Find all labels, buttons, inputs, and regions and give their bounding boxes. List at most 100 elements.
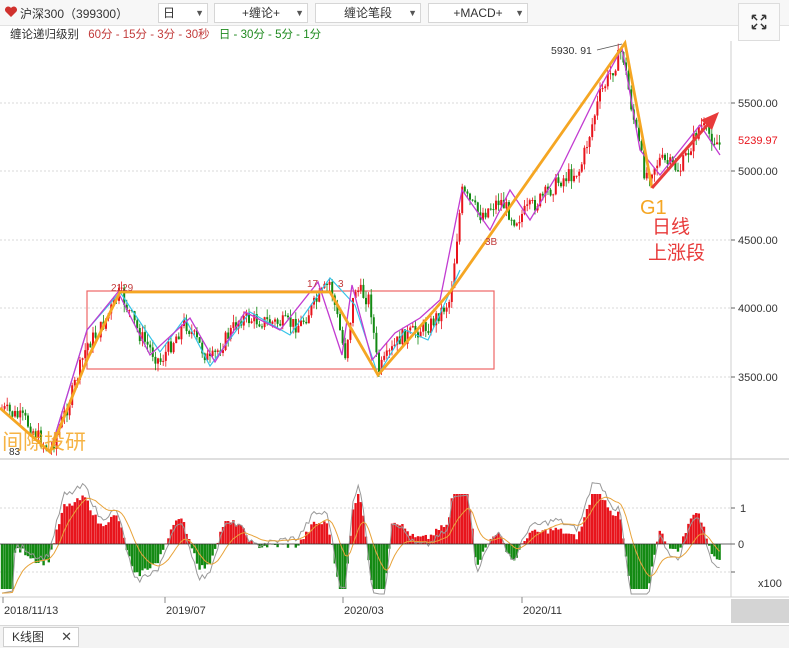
macd-bar [167, 538, 170, 544]
favorite-heart-icon[interactable] [4, 5, 18, 19]
macd-bar [89, 510, 92, 544]
candle-body [502, 199, 505, 209]
candle-body [385, 350, 388, 356]
macd-bar [177, 519, 180, 544]
candle-body [180, 325, 183, 340]
candle-body [307, 315, 310, 324]
macd-bar [565, 533, 568, 544]
macd-bar [377, 544, 381, 589]
bottom-tab-bar: K线图 ✕ [0, 625, 789, 648]
candle-body [614, 70, 617, 76]
macd-bar [604, 500, 607, 544]
macd-bar [570, 533, 573, 544]
candle-body [86, 343, 89, 351]
candle-body [508, 202, 510, 220]
macd-bar [419, 536, 422, 544]
macd-bar [401, 524, 404, 544]
candle-body [635, 119, 638, 128]
candle-body [510, 219, 513, 221]
candle-body [570, 169, 573, 182]
candle-body [370, 294, 373, 318]
candle-body [159, 358, 162, 362]
candle-body [227, 332, 230, 339]
candle-body [365, 297, 367, 305]
macd-bar [221, 527, 225, 544]
macd-bar [500, 536, 503, 544]
macd-bar [63, 504, 66, 544]
levels-green[interactable]: 日 - 30分 - 5分 - 1分 [218, 29, 322, 41]
levels-red[interactable]: 60分 - 15分 - 3分 - 30秒 [88, 29, 210, 41]
candle-body [141, 332, 144, 342]
candle-body [170, 341, 172, 353]
macd-bar [333, 544, 336, 564]
candle-body [357, 290, 360, 293]
macd-bar [505, 544, 508, 552]
macd-bar [671, 544, 674, 549]
chanlun-segment-select[interactable]: 缠论笔段 ▼ [315, 3, 421, 23]
candle-body [24, 412, 27, 416]
macd-bar [237, 523, 240, 544]
candle-body [596, 101, 599, 116]
scrollbar-thumb[interactable] [731, 599, 789, 623]
candle-body [34, 431, 37, 439]
macd-bar [440, 525, 443, 544]
macd-bar [619, 519, 622, 544]
macd-bar [424, 534, 427, 544]
macd-bar [149, 544, 152, 569]
macd-bar [307, 532, 310, 544]
candle-body [404, 329, 406, 344]
candle-body [674, 162, 677, 171]
fullscreen-button[interactable] [738, 3, 780, 41]
tab-kline[interactable]: K线图 ✕ [3, 627, 79, 647]
macd-bar [318, 523, 321, 544]
candle-body [183, 319, 185, 326]
macd-bar [133, 544, 136, 573]
candle-body [567, 169, 570, 182]
candle-body [185, 319, 188, 332]
chanlun-plus-select[interactable]: +缠论+ ▼ [214, 3, 308, 23]
candle-body [245, 312, 248, 316]
macd-bar [632, 544, 635, 589]
macd-bar [541, 530, 544, 544]
macd-bar [115, 515, 118, 544]
macd-select[interactable]: +MACD+ ▼ [428, 3, 528, 23]
candle-body [643, 150, 646, 179]
period-select[interactable]: 日 ▼ [158, 3, 208, 23]
macd-dea-line [1, 496, 720, 594]
candle-body [248, 312, 250, 324]
levels-label: 缠论递归级别 [10, 29, 79, 41]
candle-body [201, 342, 204, 354]
stock-symbol[interactable]: 沪深300（399300） [20, 7, 129, 21]
candle-body [120, 287, 123, 289]
macd-bar [21, 544, 24, 549]
macd-bar [130, 544, 134, 567]
macd-bar [461, 494, 464, 544]
candle-body [560, 182, 562, 187]
candle-body [274, 319, 276, 322]
candle-body [123, 287, 126, 305]
candle-body [461, 186, 464, 214]
candle-body [578, 171, 581, 176]
macd-bar [383, 544, 386, 589]
candle-body [209, 353, 211, 357]
macd-bar [362, 515, 365, 544]
macd-bar [211, 544, 214, 556]
macd-bar [19, 544, 22, 553]
candle-body [716, 142, 718, 145]
macd-bar [110, 516, 113, 544]
macd-bar [479, 544, 482, 560]
chevron-down-icon: ▼ [295, 8, 304, 18]
macd-bar [637, 544, 641, 589]
candle-body [406, 330, 409, 344]
candle-body [617, 50, 620, 71]
candle-body [258, 324, 261, 327]
macd-bar [91, 515, 95, 544]
macd-bar [45, 544, 48, 561]
candle-body [419, 331, 422, 338]
candle-body [193, 330, 196, 332]
close-icon[interactable]: ✕ [61, 629, 72, 644]
macd-bar [310, 524, 313, 544]
macd-bar [713, 544, 716, 557]
macd-bar [323, 521, 326, 544]
